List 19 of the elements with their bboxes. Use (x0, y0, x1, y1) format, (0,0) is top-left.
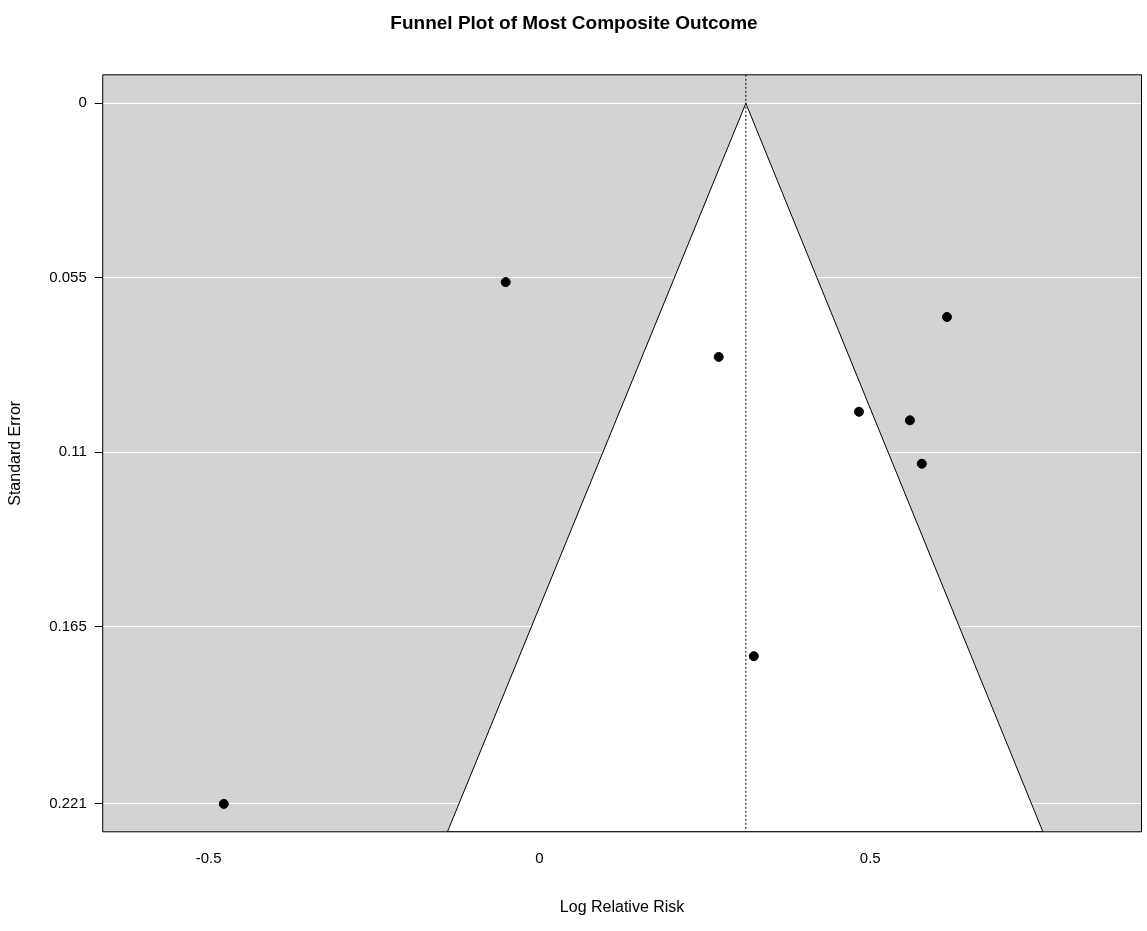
x-axis-title: Log Relative Risk (559, 897, 686, 915)
y-tick-label: 0.165 (49, 616, 87, 634)
point (916, 458, 927, 469)
point (713, 351, 724, 362)
y-tick-label: 0.11 (58, 442, 87, 460)
point (500, 277, 511, 288)
x-tick-label: 0.5 (859, 848, 881, 866)
point (941, 311, 952, 322)
y-tick-label: 0.221 (49, 794, 87, 812)
point (748, 651, 759, 662)
point (218, 798, 229, 809)
point (853, 406, 864, 417)
y-tick-label: 0 (78, 93, 87, 111)
y-axis-title: Standard Error (6, 400, 24, 506)
chart-title: Funnel Plot of Most Composite Outcome (390, 11, 758, 33)
x-tick-label: 0 (535, 848, 544, 866)
y-tick-label: 0.055 (49, 267, 87, 285)
point (904, 415, 915, 426)
x-tick-label: -0.5 (195, 848, 222, 866)
